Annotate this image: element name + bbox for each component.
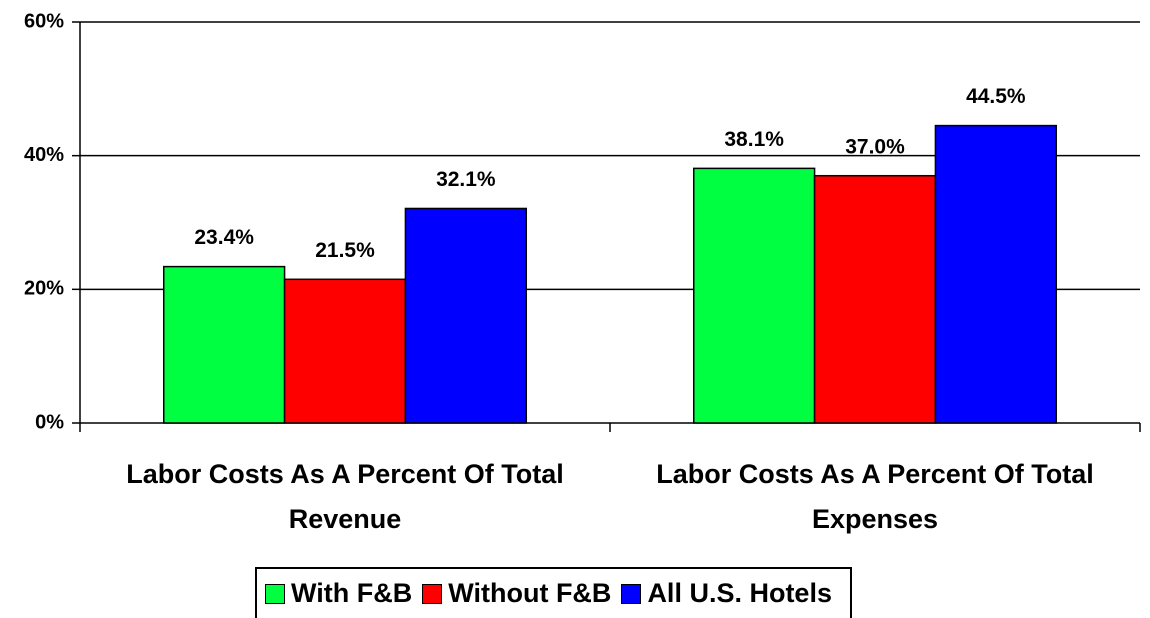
legend-swatch xyxy=(621,583,642,604)
y-tick-label: 60% xyxy=(24,10,64,32)
y-tick-label: 40% xyxy=(24,144,64,166)
data-label: 37.0% xyxy=(845,135,905,158)
data-label: 23.4% xyxy=(194,226,254,249)
bar xyxy=(162,265,286,424)
legend-label: With F&B xyxy=(291,578,413,608)
data-label: 44.5% xyxy=(966,85,1026,108)
bar xyxy=(404,207,528,424)
x-tick-label: Labor Costs As A Percent Of Total Revenu… xyxy=(126,459,564,534)
bar xyxy=(813,174,937,424)
legend-swatch xyxy=(265,583,285,604)
legend-label: Without F&B xyxy=(448,578,612,608)
legend-label: All U.S. Hotels xyxy=(647,578,832,608)
x-tick-label: Labor Costs As A Percent Of Total Expens… xyxy=(656,459,1094,534)
legend-item: Without F&B xyxy=(422,578,611,609)
legend-item: All U.S. Hotels xyxy=(621,578,832,609)
legend-swatch xyxy=(422,583,443,604)
legend: With F&B Without F&B All U.S. Hotels xyxy=(255,567,852,618)
data-label: 21.5% xyxy=(315,239,375,262)
bar xyxy=(692,167,816,424)
legend-item: With F&B xyxy=(265,578,412,609)
y-tick-label: 20% xyxy=(24,278,64,300)
bar xyxy=(934,124,1058,424)
data-label: 38.1% xyxy=(724,128,784,151)
y-tick-label: 0% xyxy=(35,411,64,433)
bar xyxy=(283,278,407,424)
data-label: 32.1% xyxy=(436,168,496,191)
